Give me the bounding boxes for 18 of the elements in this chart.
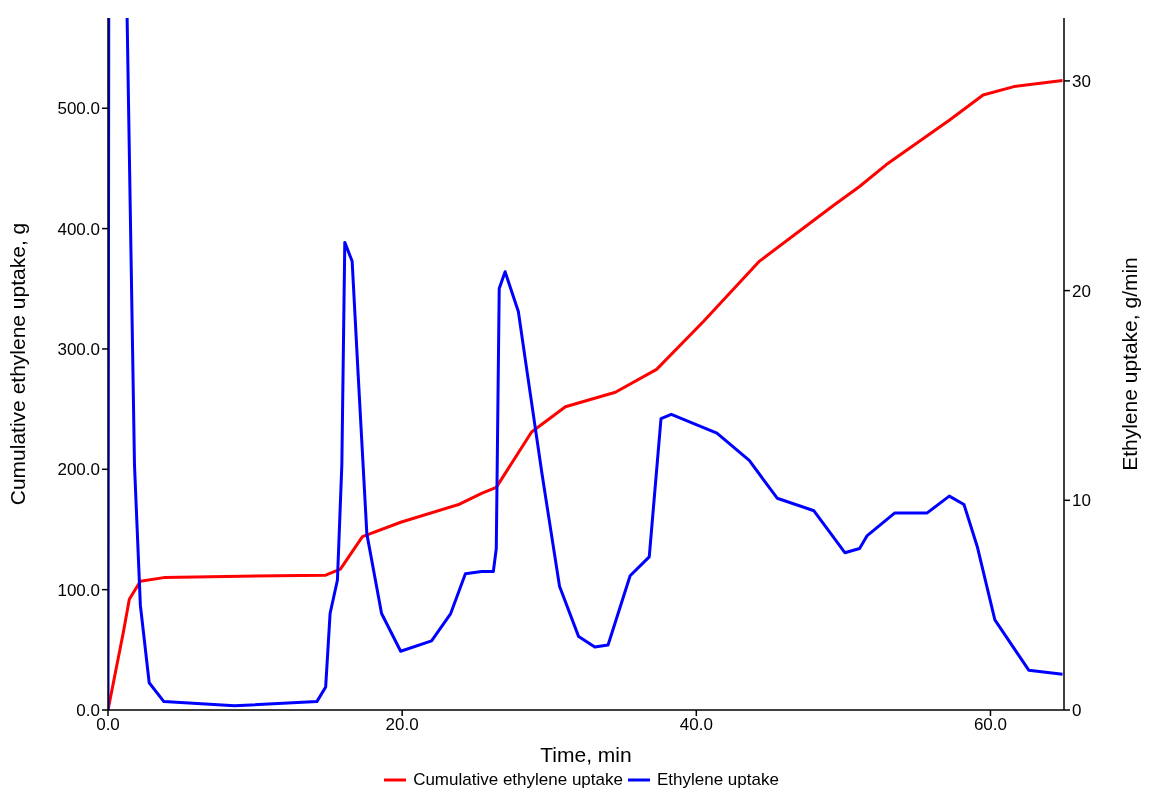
x-tick-label: 20.0	[385, 715, 419, 735]
legend-label: Cumulative ethylene uptake	[413, 770, 623, 790]
y-tick-label: 100.0	[57, 580, 100, 600]
y-tick-label: 400.0	[57, 219, 100, 239]
x-axis-title: Time, min	[540, 743, 632, 766]
x-tick-label: 60.0	[973, 715, 1008, 735]
y2-tick-label: 10	[1072, 491, 1091, 511]
x-tick-label: 40.0	[679, 715, 713, 735]
y2-tick-label: 30	[1072, 71, 1091, 91]
legend-label: Ethylene uptake	[656, 770, 779, 790]
y-tick-label: 300.0	[57, 339, 100, 359]
y2-axis-title: Ethylene uptake, g/min	[1118, 257, 1142, 471]
y2-tick-label: 20	[1072, 281, 1091, 301]
y2-tick-label: 0	[1072, 701, 1082, 721]
y-tick-label: 500.0	[57, 99, 100, 119]
y-axis-title: Cumulative ethylene uptake, g	[6, 222, 30, 506]
y-tick-label: 200.0	[57, 460, 100, 480]
x-tick-label: 0.0	[96, 715, 120, 735]
